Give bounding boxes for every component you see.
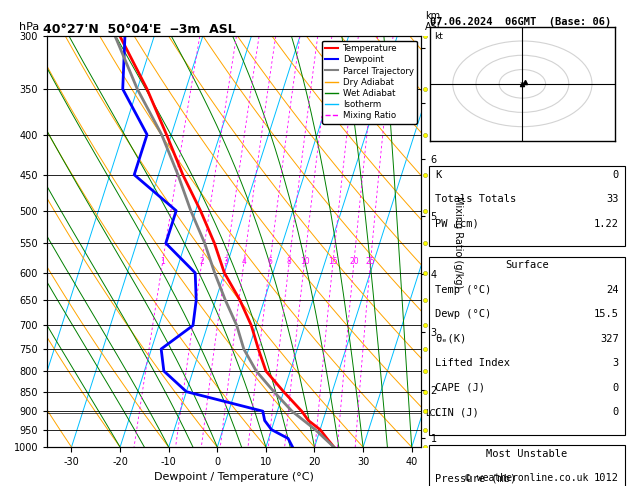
Text: 15.5: 15.5 [594, 309, 619, 319]
Bar [429, 257, 625, 435]
Y-axis label: Mixing Ratio (g/kg): Mixing Ratio (g/kg) [454, 196, 464, 288]
Text: hPa: hPa [19, 22, 40, 33]
Text: km
ASL: km ASL [425, 11, 443, 33]
Text: 4: 4 [242, 257, 247, 266]
Text: Totals Totals: Totals Totals [435, 194, 516, 204]
Text: 15: 15 [328, 257, 338, 266]
Text: © weatheronline.co.uk: © weatheronline.co.uk [465, 472, 589, 483]
Text: Pressure (mb): Pressure (mb) [435, 473, 516, 483]
Text: 1.22: 1.22 [594, 219, 619, 228]
X-axis label: Dewpoint / Temperature (°C): Dewpoint / Temperature (°C) [154, 472, 314, 483]
Text: 0: 0 [613, 170, 619, 180]
Text: kt: kt [434, 33, 443, 41]
Text: Surface: Surface [505, 260, 548, 270]
Text: CAPE (J): CAPE (J) [435, 382, 485, 393]
Text: Most Unstable: Most Unstable [486, 449, 567, 459]
Text: LCL: LCL [425, 409, 440, 417]
Legend: Temperature, Dewpoint, Parcel Trajectory, Dry Adiabat, Wet Adiabat, Isotherm, Mi: Temperature, Dewpoint, Parcel Trajectory… [322, 41, 417, 123]
Text: 3: 3 [613, 358, 619, 368]
Text: 327: 327 [600, 333, 619, 344]
Text: 2: 2 [199, 257, 204, 266]
Bar [429, 445, 625, 486]
Text: 8: 8 [287, 257, 292, 266]
Text: 07.06.2024  06GMT  (Base: 06): 07.06.2024 06GMT (Base: 06) [430, 17, 611, 27]
Text: 25: 25 [366, 257, 376, 266]
Text: Dewp (°C): Dewp (°C) [435, 309, 491, 319]
Text: PW (cm): PW (cm) [435, 219, 479, 228]
Text: 10: 10 [300, 257, 309, 266]
Text: θₑ(K): θₑ(K) [435, 333, 466, 344]
Text: 33: 33 [606, 194, 619, 204]
Text: 20: 20 [349, 257, 359, 266]
Text: Temp (°C): Temp (°C) [435, 285, 491, 295]
Text: 0: 0 [613, 382, 619, 393]
Text: 24: 24 [606, 285, 619, 295]
Text: CIN (J): CIN (J) [435, 407, 479, 417]
Text: 1012: 1012 [594, 473, 619, 483]
Text: Lifted Index: Lifted Index [435, 358, 509, 368]
Text: 40°27'N  50°04'E  ‒3m  ASL: 40°27'N 50°04'E ‒3m ASL [43, 23, 236, 36]
Text: K: K [435, 170, 441, 180]
Text: 6: 6 [268, 257, 272, 266]
Bar [429, 166, 625, 246]
Text: 1: 1 [160, 257, 165, 266]
Text: 3: 3 [224, 257, 229, 266]
Text: 0: 0 [613, 407, 619, 417]
